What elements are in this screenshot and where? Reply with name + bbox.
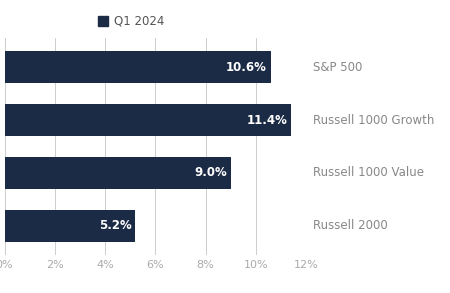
Text: Russell 1000 Value: Russell 1000 Value — [313, 166, 424, 179]
Legend: Q1 2024: Q1 2024 — [98, 15, 165, 28]
Bar — [4, 104, 291, 136]
Bar — [4, 51, 271, 83]
Text: 11.4%: 11.4% — [246, 114, 287, 127]
Text: Russell 1000 Growth: Russell 1000 Growth — [313, 114, 434, 127]
Text: S&P 500: S&P 500 — [313, 61, 362, 74]
Text: 5.2%: 5.2% — [99, 219, 131, 232]
Bar — [4, 157, 230, 189]
Bar — [4, 210, 135, 242]
Text: 9.0%: 9.0% — [194, 166, 227, 179]
Text: 10.6%: 10.6% — [226, 61, 267, 74]
Text: Russell 2000: Russell 2000 — [313, 219, 388, 232]
